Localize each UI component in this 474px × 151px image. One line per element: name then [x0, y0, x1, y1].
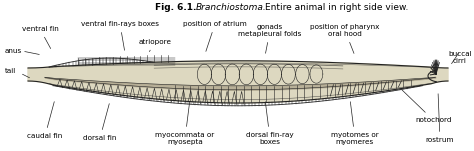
Polygon shape — [28, 61, 448, 103]
Text: myocommata or
myosepta: myocommata or myosepta — [155, 102, 215, 145]
Text: anus: anus — [5, 48, 22, 54]
Text: rostrum: rostrum — [426, 94, 454, 143]
Text: ventral fin-rays boxes: ventral fin-rays boxes — [81, 21, 159, 50]
Text: dorsal fin: dorsal fin — [83, 104, 117, 141]
Text: buccal
cirri: buccal cirri — [448, 51, 472, 64]
Text: position of atrium: position of atrium — [183, 21, 247, 51]
Text: Branchiostoma.: Branchiostoma. — [196, 3, 267, 13]
Text: position of pharynx
oral hood: position of pharynx oral hood — [310, 24, 380, 53]
Text: Entire animal in right side view.: Entire animal in right side view. — [265, 3, 409, 13]
Text: notochord: notochord — [402, 90, 452, 123]
Text: dorsal fin-ray
boxes: dorsal fin-ray boxes — [246, 102, 294, 145]
Text: tail: tail — [5, 68, 16, 74]
Text: Fig. 6.1.: Fig. 6.1. — [155, 3, 196, 13]
Text: caudal fin: caudal fin — [27, 102, 63, 139]
Text: atriopore: atriopore — [138, 39, 172, 52]
Text: gonads
metapleural folds: gonads metapleural folds — [238, 24, 301, 53]
Text: ventral fin: ventral fin — [22, 26, 58, 49]
Text: myotomes or
myomeres: myotomes or myomeres — [331, 102, 379, 145]
